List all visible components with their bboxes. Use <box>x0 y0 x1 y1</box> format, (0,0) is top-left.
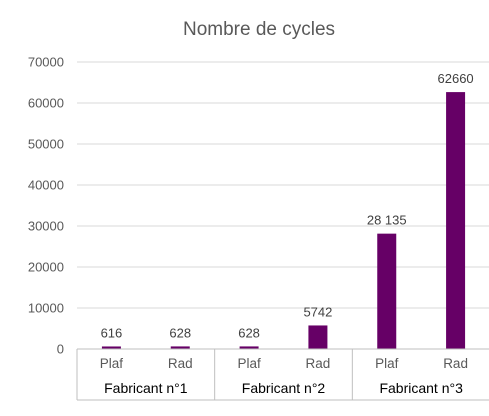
x-group-label: Fabricant n°1 <box>104 380 188 396</box>
data-label: 628 <box>169 325 191 340</box>
bar <box>377 233 397 349</box>
y-tick-label: 70000 <box>28 55 64 70</box>
y-tick-label: 20000 <box>28 260 64 275</box>
x-group-label: Fabricant n°2 <box>242 380 326 396</box>
data-label: 28 135 <box>367 213 407 228</box>
bar <box>446 92 466 350</box>
x-category-label: Rad <box>443 356 468 371</box>
gridlines <box>77 61 489 309</box>
y-tick-label: 0 <box>57 342 64 357</box>
chart-title: Nombre de cycles <box>183 19 335 40</box>
y-tick-label: 30000 <box>28 219 64 234</box>
data-label: 616 <box>101 325 123 340</box>
x-category-label: Plaf <box>100 356 124 371</box>
bar <box>308 325 328 349</box>
y-tick-label: 10000 <box>28 301 64 316</box>
x-category-label: Rad <box>306 356 331 371</box>
y-tick-label: 60000 <box>28 96 64 111</box>
data-label: 5742 <box>303 304 332 319</box>
x-group-label: Fabricant n°3 <box>379 380 463 396</box>
bar <box>101 346 121 349</box>
bars <box>101 92 466 350</box>
data-label: 628 <box>238 325 260 340</box>
y-axis-ticks: 0 10000 20000 30000 40000 50000 60000 70000 <box>28 55 64 357</box>
bar <box>239 346 259 349</box>
x-category-label: Plaf <box>237 356 261 371</box>
data-label: 62660 <box>438 71 474 86</box>
y-tick-label: 40000 <box>28 178 64 193</box>
y-tick-label: 50000 <box>28 137 64 152</box>
x-category-label: Rad <box>168 356 193 371</box>
x-category-label: Plaf <box>375 356 399 371</box>
bar <box>170 346 190 349</box>
data-labels: 616 628 628 5742 28 135 62660 <box>101 71 474 340</box>
x-axis: Plaf Rad Plaf Rad Plaf Rad Fabricant n°1 Fabric… <box>76 348 489 401</box>
